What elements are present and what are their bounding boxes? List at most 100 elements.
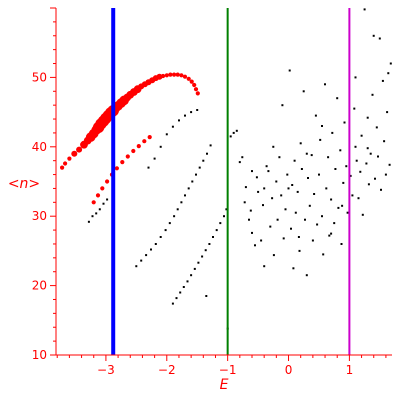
data-point (297, 236, 300, 238)
data-point (292, 267, 295, 270)
data-point (346, 211, 349, 214)
data-point (208, 243, 211, 245)
highlight-point (192, 82, 197, 88)
data-point (241, 156, 244, 159)
data-point (365, 162, 368, 165)
data-point (191, 180, 194, 183)
data-point (187, 187, 190, 190)
highlight-point (120, 160, 125, 165)
data-point (282, 237, 285, 240)
data-point (251, 170, 253, 173)
data-point (176, 208, 179, 211)
data-point (290, 227, 292, 230)
data-point (357, 197, 360, 200)
data-point (238, 161, 241, 164)
data-point (219, 222, 222, 225)
data-point (201, 255, 204, 258)
data-point (195, 173, 197, 176)
data-point (302, 90, 305, 93)
data-point (308, 204, 311, 207)
x-tick-label: 0 (285, 363, 293, 377)
data-point (225, 208, 228, 211)
y-tick-label: 10 (32, 348, 47, 362)
data-point (98, 208, 101, 211)
data-point (204, 249, 207, 252)
data-point (182, 286, 185, 288)
data-point (150, 248, 152, 251)
data-point (288, 69, 291, 72)
data-point (333, 222, 336, 225)
highlight-point (195, 91, 200, 96)
highlight-point (100, 186, 105, 191)
data-point (275, 180, 278, 183)
data-point (154, 243, 157, 245)
data-point (153, 157, 156, 160)
data-point (307, 177, 309, 179)
data-point (287, 187, 290, 190)
data-point (202, 159, 205, 162)
highlight-point (164, 73, 169, 78)
data-point (294, 211, 297, 214)
data-point (310, 154, 313, 157)
highlight-point (193, 87, 199, 92)
highlight-point (114, 166, 119, 171)
highlight-point (142, 139, 147, 144)
highlight-point (189, 79, 194, 84)
highlight-point (125, 154, 130, 159)
x-tick-label: −1 (219, 363, 237, 377)
data-point (377, 155, 379, 158)
highlight-point (76, 146, 83, 153)
data-point (229, 135, 232, 138)
data-point (386, 111, 389, 114)
background-points (87, 8, 392, 330)
data-point (286, 173, 289, 176)
y-axis-label: <n> (8, 176, 40, 192)
data-point (363, 8, 366, 11)
data-point (262, 204, 264, 207)
data-point (387, 72, 390, 75)
data-point (355, 159, 358, 162)
data-point (383, 140, 386, 143)
data-point (299, 142, 302, 145)
data-point (314, 114, 317, 117)
highlight-point (179, 73, 184, 78)
y-tick-label: 50 (32, 70, 47, 84)
x-tick-label: 1 (346, 363, 354, 377)
data-point (341, 204, 344, 207)
data-point (339, 149, 342, 152)
y-tick-label: 40 (32, 140, 47, 154)
data-point (223, 215, 225, 218)
data-point (269, 225, 272, 228)
data-point (378, 37, 381, 40)
data-point (173, 215, 176, 218)
data-point (165, 133, 168, 136)
data-point (197, 261, 200, 264)
data-point (168, 222, 171, 225)
data-point (334, 168, 337, 170)
data-point (349, 174, 352, 177)
data-point (267, 170, 270, 173)
data-point (360, 134, 363, 137)
data-point (305, 152, 308, 155)
data-point (140, 259, 143, 262)
data-point (384, 173, 387, 176)
highlight-point (182, 74, 188, 79)
highlight-point (131, 148, 136, 154)
data-point (319, 138, 322, 141)
data-point (272, 145, 275, 148)
highlight-point (186, 76, 191, 81)
data-point (300, 168, 303, 170)
data-point (206, 152, 208, 155)
data-point (354, 76, 357, 79)
highlight-point (175, 72, 180, 77)
data-point (322, 253, 325, 256)
data-point (255, 176, 258, 179)
data-point (330, 198, 333, 201)
data-point (324, 83, 326, 86)
highlight-point (156, 73, 163, 80)
data-point (212, 236, 214, 238)
data-point (248, 218, 250, 221)
data-point (304, 218, 306, 221)
highlight-point (168, 72, 173, 77)
data-point (345, 165, 348, 168)
